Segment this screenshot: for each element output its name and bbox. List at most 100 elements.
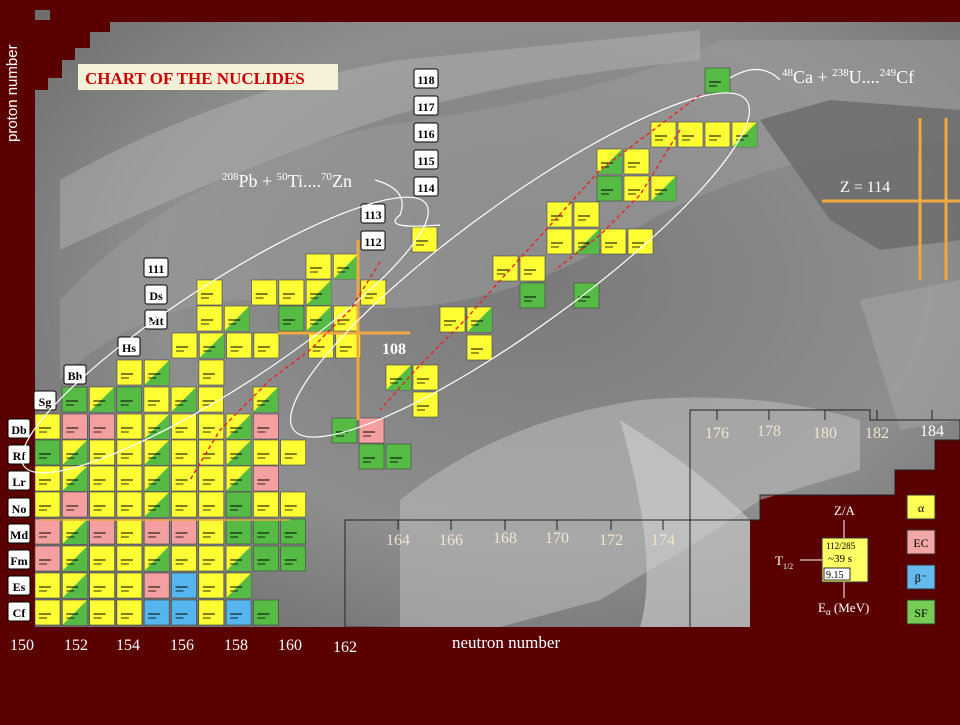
nuclide-cell bbox=[492, 255, 519, 282]
nuclide-cell bbox=[116, 465, 143, 492]
nuclide-cell bbox=[116, 599, 143, 626]
legend: Z/A 112/285 ~39 s 9.15 T1/2 Eα (MeV) bbox=[775, 503, 869, 617]
element-box-Ds bbox=[144, 284, 168, 305]
tick-label-156: 156 bbox=[170, 637, 194, 654]
cold-e2: Ti.... bbox=[288, 171, 321, 191]
decay-key-swatch bbox=[906, 494, 936, 520]
decay-key-label: β⁻ bbox=[915, 571, 927, 585]
nuclide-cells bbox=[34, 67, 758, 626]
nuclide-cell bbox=[650, 175, 677, 202]
right-axis-ticks: 176 178 180 182 184 bbox=[705, 410, 944, 442]
nuclide-cell bbox=[360, 279, 387, 306]
nuclide-cell bbox=[171, 413, 197, 440]
nuclide-cell bbox=[253, 599, 279, 626]
nuclide-cell bbox=[225, 599, 252, 626]
nuclide-cell bbox=[253, 465, 279, 492]
nuclide-cell bbox=[225, 545, 252, 572]
nuclide-cell bbox=[89, 518, 115, 545]
element-label-Fm: Fm bbox=[10, 554, 27, 568]
nuclide-cell bbox=[143, 545, 170, 572]
hot-a2: 238 bbox=[832, 67, 849, 79]
element-label-Cf: Cf bbox=[13, 606, 27, 620]
nuclide-cell bbox=[34, 439, 61, 466]
element-box-115 bbox=[413, 149, 439, 170]
legend-halflife: ~39 s bbox=[828, 553, 852, 565]
nuclide-cell bbox=[225, 413, 252, 440]
nuclide-cell bbox=[143, 518, 170, 545]
cold-a2: 50 bbox=[277, 171, 289, 183]
nuclide-cell bbox=[116, 545, 143, 572]
nuclide-cell bbox=[89, 439, 115, 466]
nuclide-cell bbox=[89, 465, 115, 492]
decay-key-swatch bbox=[906, 564, 936, 590]
element-box-118 bbox=[413, 68, 439, 89]
nuclide-cell bbox=[61, 413, 88, 440]
element-label-Hs: Hs bbox=[122, 341, 136, 355]
nuclide-cell bbox=[170, 386, 197, 413]
nuclide-cell bbox=[225, 572, 252, 599]
element-label-118: 118 bbox=[417, 73, 434, 87]
nuclide-cell bbox=[89, 413, 115, 440]
nuclide-cell bbox=[623, 175, 650, 202]
nuclide-cell bbox=[573, 228, 600, 255]
nuclide-cell bbox=[332, 253, 359, 280]
nuclide-cell bbox=[305, 279, 332, 306]
element-labels: Cf Es Fm Md No Lr Rf Db Sg Bh Hs Mt Ds 111 112 113 114 11… bbox=[7, 68, 439, 622]
tick-label-178: 178 bbox=[757, 423, 781, 440]
element-label-Bh: Bh bbox=[68, 369, 83, 383]
nuclide-cell bbox=[171, 332, 198, 359]
element-box-Sg bbox=[33, 390, 57, 411]
nuclide-cell bbox=[198, 518, 225, 545]
nuclide-cell bbox=[89, 386, 115, 413]
nuclide-cell bbox=[143, 386, 170, 413]
tick-label-150: 150 bbox=[10, 637, 34, 654]
nuclide-cell bbox=[199, 332, 225, 359]
element-label-115: 115 bbox=[417, 154, 434, 168]
element-box-Es bbox=[7, 575, 31, 596]
nuclide-cell bbox=[198, 413, 225, 440]
nuclide-cell bbox=[116, 491, 143, 518]
decay-key-label: EC bbox=[913, 536, 928, 550]
nuclide-cell bbox=[623, 148, 650, 175]
nuclide-cell bbox=[34, 518, 61, 545]
nuclide-cell bbox=[61, 545, 88, 572]
nuclide-cell bbox=[226, 332, 252, 359]
hot-e1: Ca + bbox=[793, 67, 832, 87]
nuclide-cell bbox=[225, 491, 252, 518]
nuclide-cell bbox=[358, 417, 385, 444]
hot-e2: U.... bbox=[849, 67, 880, 87]
tick-label-176: 176 bbox=[705, 425, 729, 442]
hot-a3: 249 bbox=[880, 67, 897, 79]
nuclide-cell bbox=[412, 391, 439, 418]
element-label-Mt: Mt bbox=[148, 314, 163, 328]
nuclide-cell bbox=[61, 439, 88, 466]
nuclide-cell bbox=[198, 465, 225, 492]
decay-key-label: α bbox=[918, 501, 925, 515]
nuclide-cell bbox=[252, 386, 279, 413]
nuclide-cell bbox=[34, 491, 61, 518]
nuclide-cell bbox=[704, 67, 731, 94]
nuclide-cell bbox=[439, 306, 466, 333]
nuclide-cell bbox=[280, 491, 307, 518]
nuclide-cell bbox=[677, 121, 704, 148]
cold-fusion-ellipse bbox=[21, 196, 429, 474]
nuclide-cell bbox=[466, 334, 493, 361]
nuclide-cell bbox=[253, 545, 279, 572]
nuclide-cell bbox=[116, 439, 143, 466]
tick-label-152: 152 bbox=[64, 637, 88, 654]
nuclide-cell bbox=[143, 465, 170, 492]
nuclide-cell bbox=[251, 279, 277, 306]
element-label-113: 113 bbox=[364, 208, 381, 222]
element-label-Rf: Rf bbox=[13, 449, 27, 463]
legend-nuclide: 112/285 bbox=[826, 541, 856, 551]
nuclide-cell bbox=[573, 282, 600, 309]
element-box-111 bbox=[143, 257, 169, 278]
nuclide-cell bbox=[308, 332, 334, 359]
nuclide-cell bbox=[116, 359, 143, 386]
y-axis-label: proton number bbox=[4, 44, 21, 142]
element-label-116: 116 bbox=[417, 127, 434, 141]
tick-label-162: 162 bbox=[333, 639, 357, 656]
nuclide-cell bbox=[519, 255, 546, 282]
element-label-Ds: Ds bbox=[149, 289, 163, 303]
legend-t-sub: 1/2 bbox=[783, 562, 793, 571]
